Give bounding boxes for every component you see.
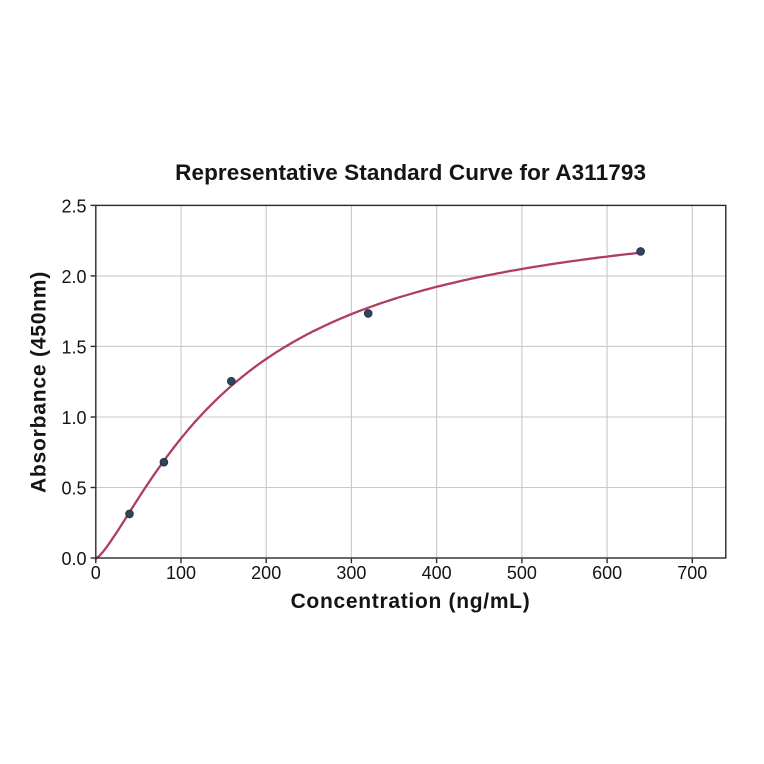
svg-text:0.5: 0.5 — [61, 478, 86, 498]
svg-text:0: 0 — [91, 563, 101, 583]
svg-text:500: 500 — [507, 563, 537, 583]
svg-text:700: 700 — [677, 563, 707, 583]
svg-text:2.5: 2.5 — [61, 196, 86, 216]
svg-text:1.0: 1.0 — [61, 408, 86, 428]
svg-text:2.0: 2.0 — [61, 267, 86, 287]
svg-text:Representative Standard Curve: Representative Standard Curve for A31179… — [175, 160, 646, 185]
svg-text:400: 400 — [422, 563, 452, 583]
svg-text:Absorbance (450nm): Absorbance (450nm) — [28, 271, 51, 493]
svg-text:300: 300 — [336, 563, 366, 583]
svg-text:200: 200 — [251, 563, 281, 583]
svg-text:0.0: 0.0 — [61, 549, 86, 569]
svg-text:100: 100 — [166, 563, 196, 583]
svg-text:1.5: 1.5 — [61, 337, 86, 357]
svg-text:Concentration (ng/mL): Concentration (ng/mL) — [291, 590, 531, 613]
svg-text:600: 600 — [592, 563, 622, 583]
